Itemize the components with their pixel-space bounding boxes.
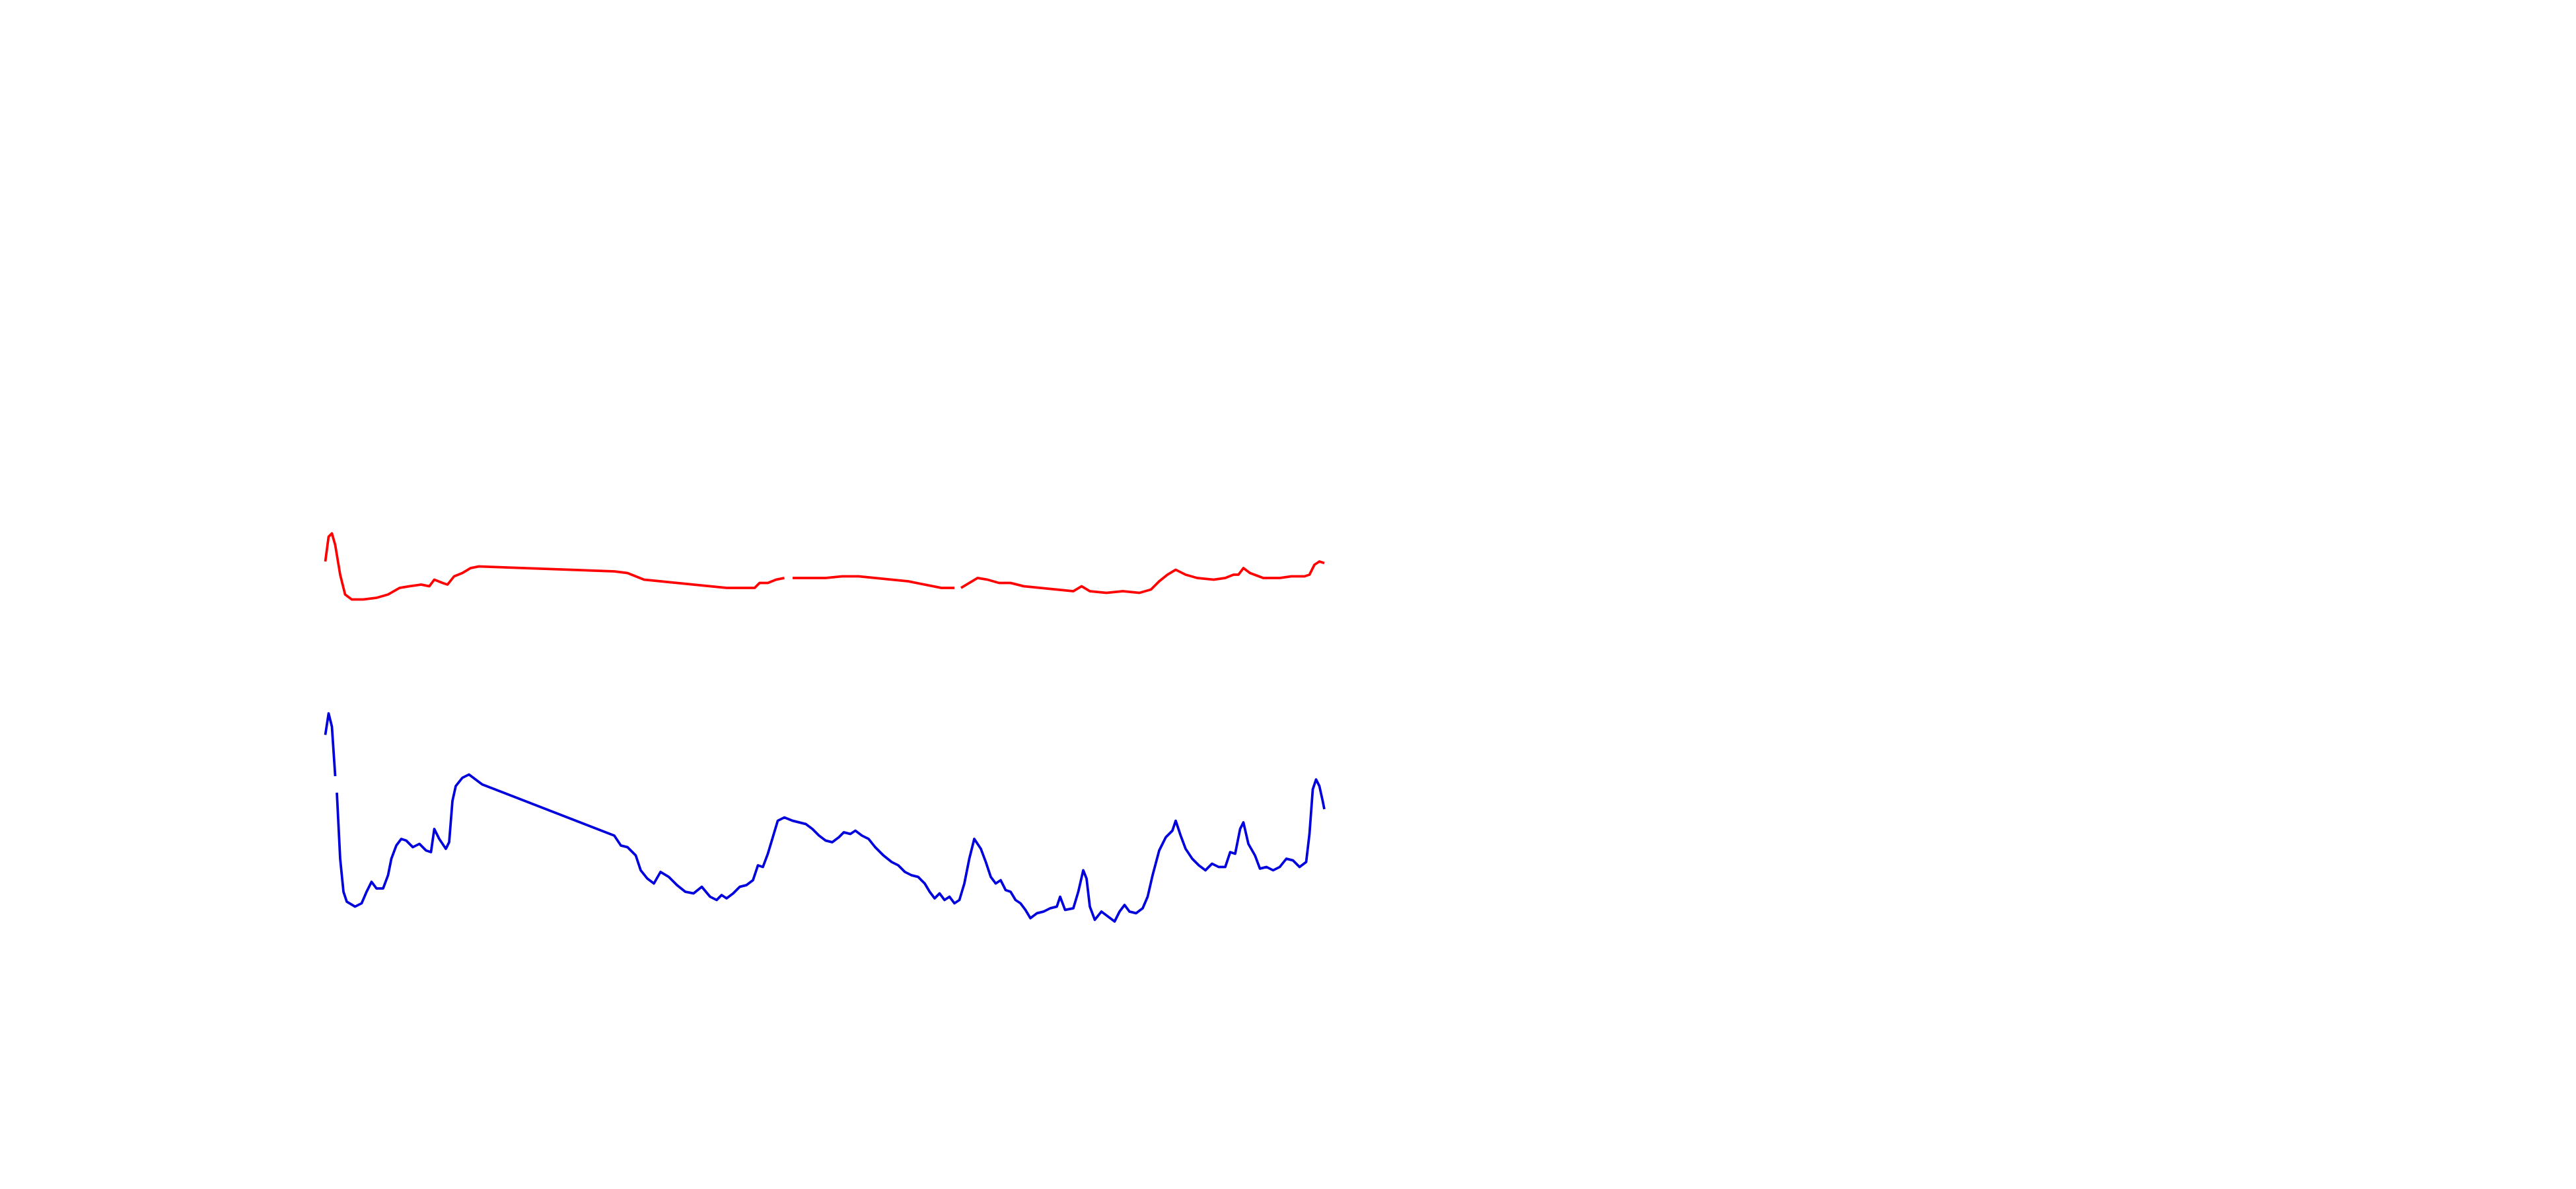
line — [324, 532, 1325, 601]
line — [324, 712, 1326, 923]
